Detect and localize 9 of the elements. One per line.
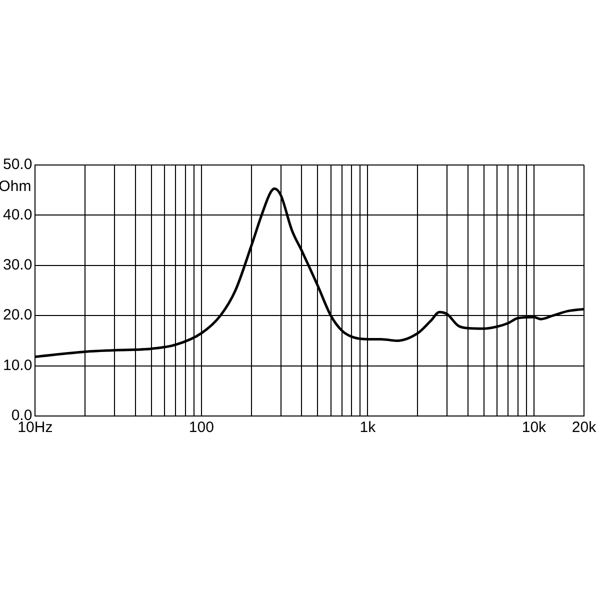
- y-tick-label: 20.0: [2, 306, 32, 324]
- x-tick-label: 10k: [522, 419, 547, 436]
- x-tick-label: 20k: [572, 419, 597, 436]
- y-tick-label: 30.0: [2, 256, 32, 274]
- x-tick-label: 1k: [360, 419, 376, 436]
- y-tick-label: 40.0: [2, 206, 32, 224]
- x-tick-label: 100: [188, 419, 214, 436]
- y-tick-label: 10.0: [2, 356, 32, 374]
- y-tick-label: 50.0: [2, 156, 32, 174]
